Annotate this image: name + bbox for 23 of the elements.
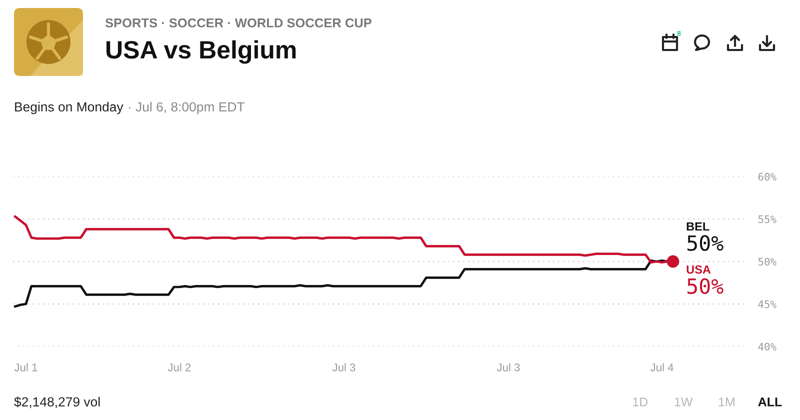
y-tick-label: 60% xyxy=(758,172,776,181)
x-tick-label: Jul 2 xyxy=(168,363,191,372)
text: BEL xyxy=(686,222,710,231)
series-label: USA xyxy=(686,265,711,274)
y-tick-label: 50% xyxy=(758,258,776,266)
y-tick-label: 55% xyxy=(758,215,776,224)
text: $2,148,279 vol xyxy=(14,396,100,408)
x-tick-label: Jul 3 xyxy=(496,363,520,372)
data-label: 50% xyxy=(687,278,724,294)
text: · Jul 6, 8:00pm EDT xyxy=(129,102,244,114)
text: ALL xyxy=(758,398,782,406)
text: 1M xyxy=(718,398,734,406)
x-tick-label: Jul 1 xyxy=(14,363,38,372)
x-tick-label: Jul 3 xyxy=(332,363,356,372)
text: 1W xyxy=(674,398,693,406)
chart-title: USA vs Belgium xyxy=(106,40,296,64)
y-tick-label: 45% xyxy=(758,300,776,308)
data-label: 50% xyxy=(687,235,724,251)
chart-subtitle: Begins on Monday xyxy=(15,102,124,114)
text: 1D xyxy=(633,398,648,406)
text: SPORTS · SOCCER · WORLD SOCCER CUP xyxy=(105,18,372,28)
y-tick-label: 40% xyxy=(758,342,776,351)
x-tick-label: Jul 4 xyxy=(650,363,674,372)
